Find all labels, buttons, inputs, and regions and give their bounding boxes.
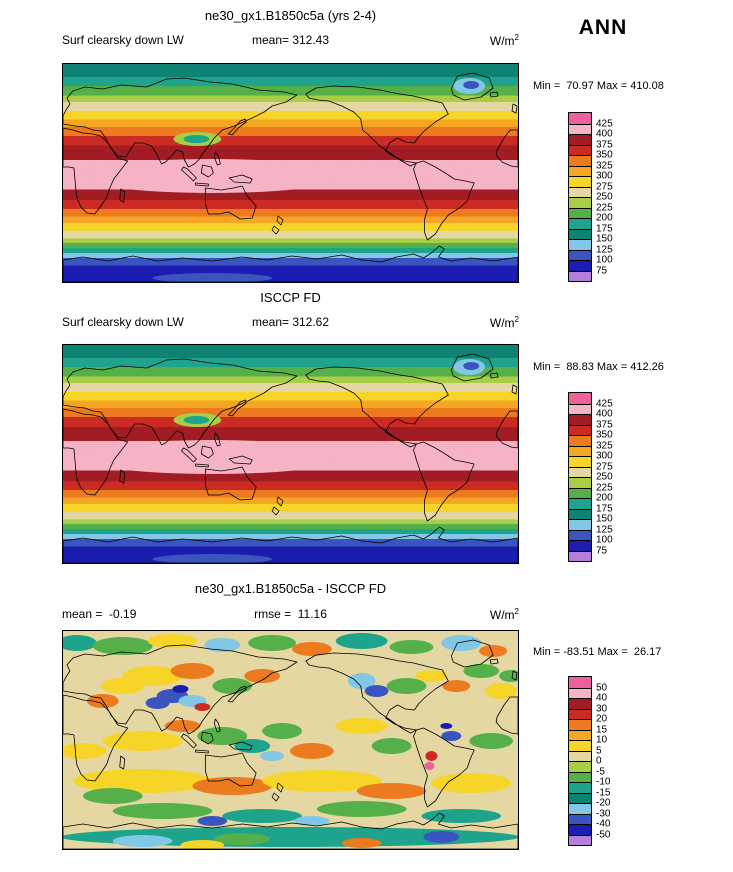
panel-title-model: ne30_gx1.B1850c5a (yrs 2-4) [204, 8, 377, 23]
minmax-label-obs: Min = 88.83 Max = 412.26 [533, 361, 664, 373]
map-diff [62, 630, 519, 850]
variable-label-model: Surf clearsky down LW [62, 33, 184, 47]
colorbar-swatches [568, 676, 592, 846]
model-map-svg [63, 64, 518, 282]
colorbar-model: 425 400 375 350 325 300 275 250 225 200 175 150 125 1… [568, 112, 648, 282]
mean-label-model: mean= 312.43 [251, 33, 330, 47]
units-label-diff: W/m2 [62, 607, 519, 622]
mean-label-diff: mean = -0.19 [62, 607, 137, 621]
colorbar-obs: 425 400 375 350 325 300 275 250 225 200 175 150 125 1… [568, 392, 648, 562]
variable-label-obs: Surf clearsky down LW [62, 315, 184, 329]
units-text: W/m [489, 608, 515, 622]
units-label-model: W/m2 [62, 33, 519, 48]
units-exponent: 2 [514, 315, 519, 324]
colorbar-swatches [568, 112, 592, 282]
units-text: W/m [489, 34, 515, 48]
mean-label-obs: mean= 312.62 [251, 315, 330, 329]
season-label: ANN [578, 16, 628, 39]
units-exponent: 2 [514, 607, 519, 616]
colorbar-swatches [568, 392, 592, 562]
units-text: W/m [489, 316, 515, 330]
minmax-label-model: Min = 70.97 Max = 410.08 [533, 80, 664, 92]
colorbar-diff: 50 40 30 20 15 10 5 0 -5 -10 -15 -20 -30 -40 -50 [568, 676, 648, 846]
diff-map-svg [63, 631, 518, 849]
map-model [62, 63, 519, 283]
panel-title-diff: ne30_gx1.B1850c5a - ISCCP FD [194, 581, 387, 596]
obs-map-svg [63, 345, 518, 563]
panel-title-obs: ISCCP FD [260, 290, 321, 305]
units-exponent: 2 [514, 33, 519, 42]
units-label-obs: W/m2 [62, 315, 519, 330]
rmse-label-diff: rmse = 11.16 [254, 607, 327, 621]
diff-anomaly-blobs [63, 633, 518, 849]
map-obs [62, 344, 519, 564]
minmax-label-diff: Min = -83.51 Max = 26.17 [533, 646, 662, 658]
